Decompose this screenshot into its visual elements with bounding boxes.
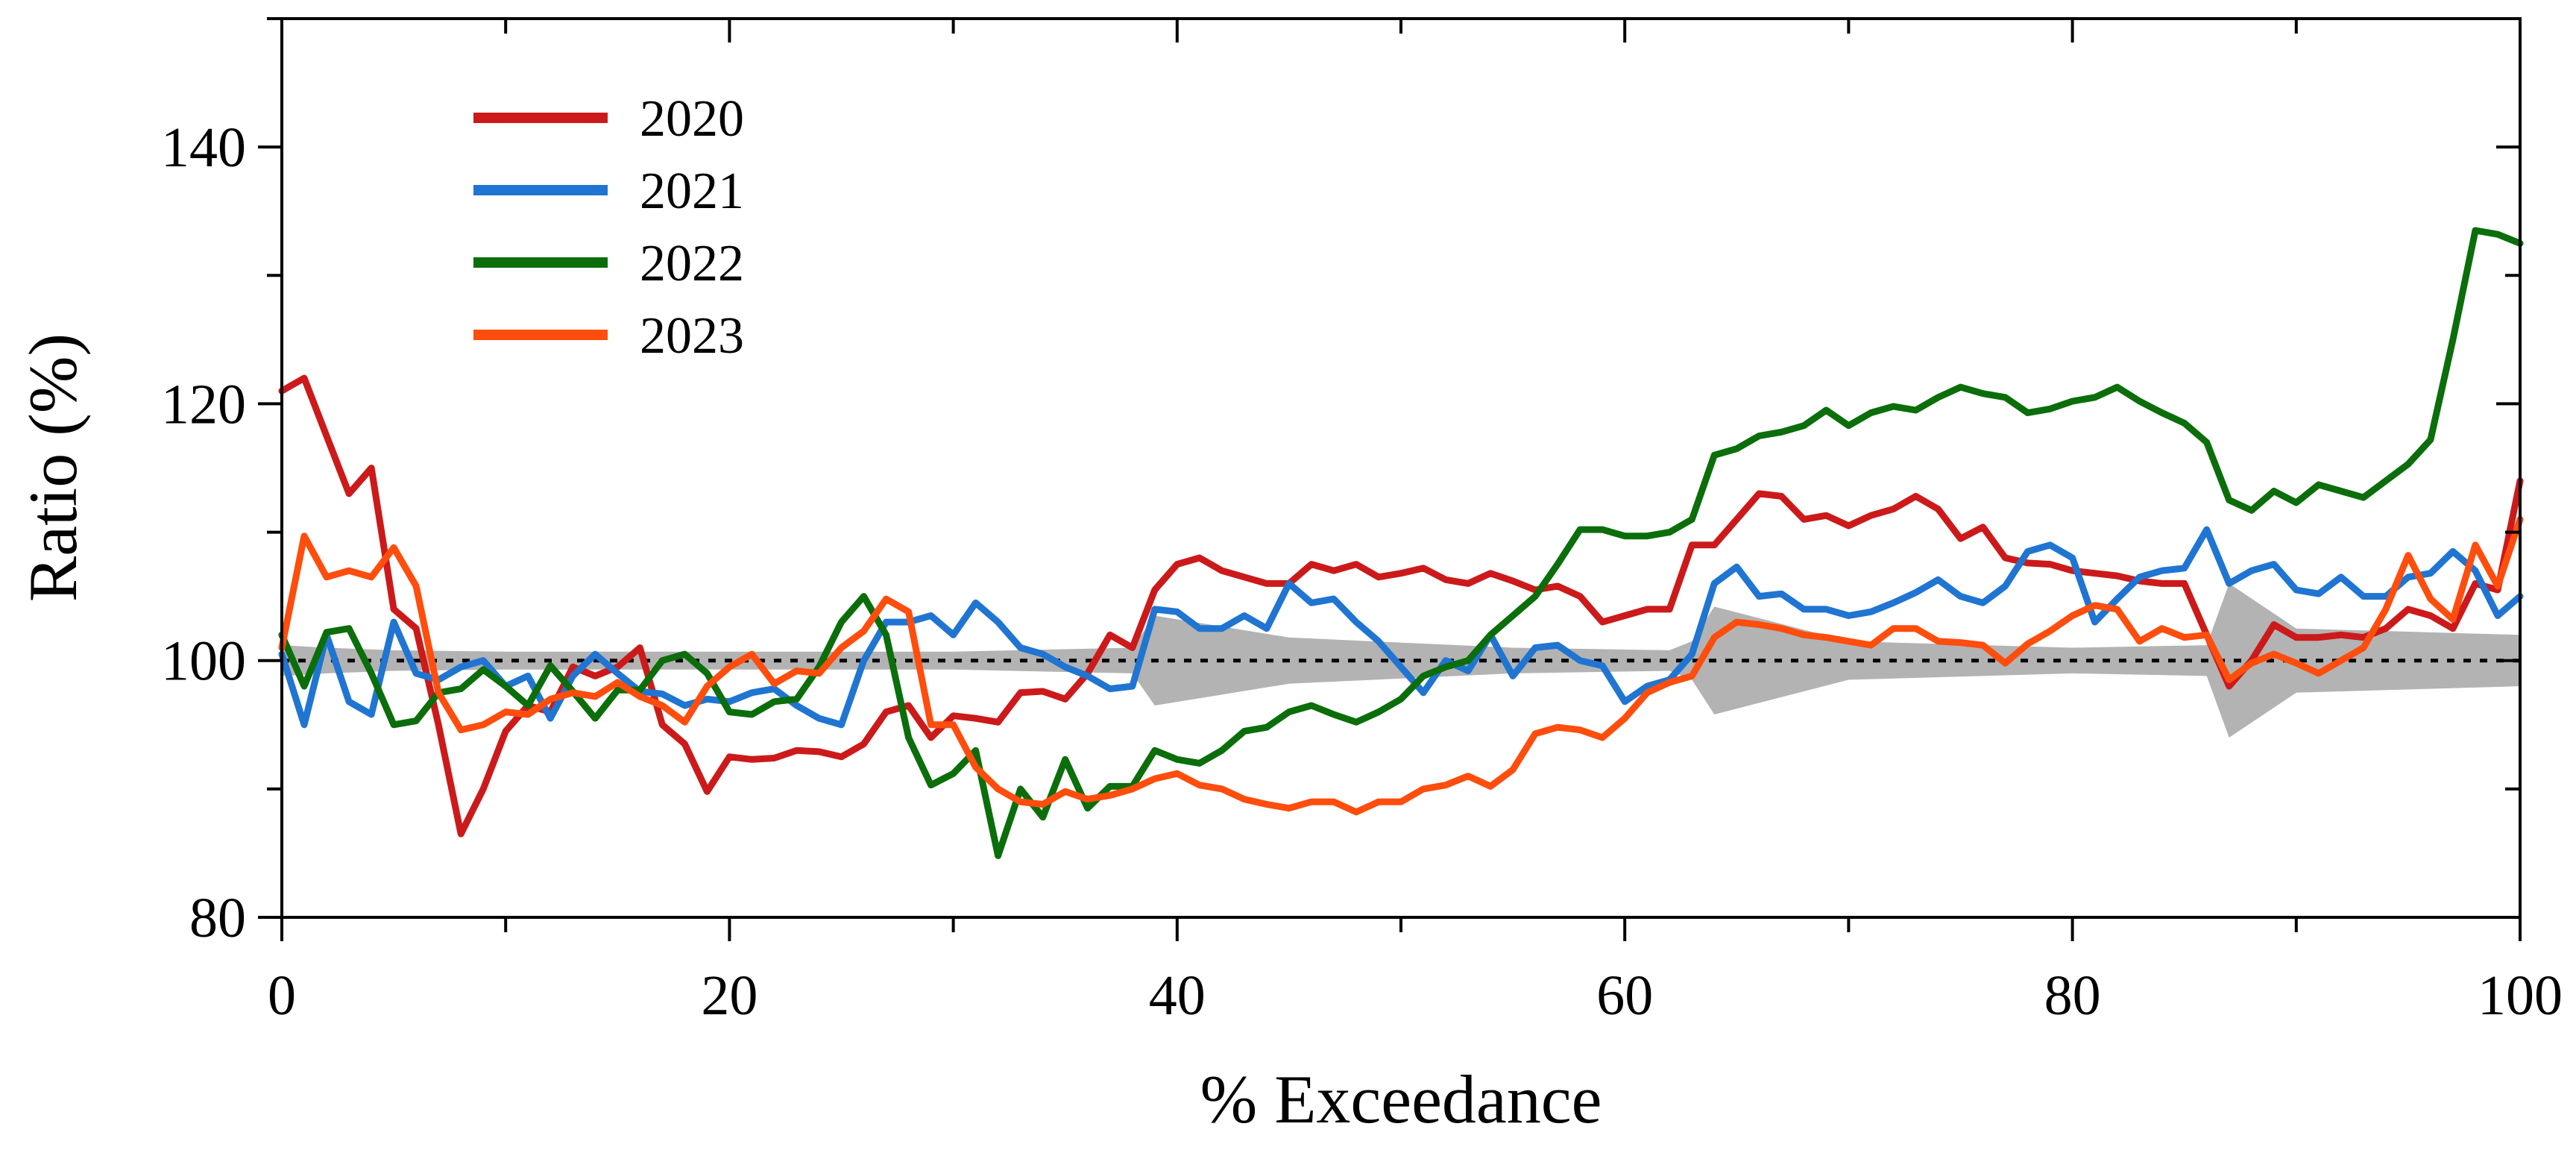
x-tick-label-80: 80 — [2044, 964, 2101, 1027]
series-line-2023 — [278, 515, 2524, 816]
x-tick-label-100: 100 — [2478, 964, 2563, 1027]
x-tick-label-20: 20 — [701, 964, 758, 1027]
series-layer — [278, 227, 2524, 859]
y-axis-ticks: 80 100 120 140 — [161, 17, 2520, 949]
y-tick-label-140: 140 — [161, 116, 246, 179]
legend-label-2023: 2023 — [640, 307, 744, 365]
x-axis-title: % Exceedance — [1200, 1061, 1602, 1137]
y-tick-label-80: 80 — [189, 887, 246, 949]
legend-label-2020: 2020 — [640, 90, 744, 148]
x-axis-ticks: 0 20 40 60 80 100 — [268, 19, 2563, 1027]
y-tick-label-120: 120 — [161, 373, 246, 436]
x-tick-label-0: 0 — [268, 964, 296, 1027]
y-axis-title: Ratio (%) — [15, 333, 91, 602]
x-tick-label-40: 40 — [1149, 964, 1206, 1027]
y-tick-label-100: 100 — [161, 630, 246, 693]
legend-label-2021: 2021 — [640, 163, 744, 220]
x-tick-label-60: 60 — [1596, 964, 1653, 1027]
legend-label-2022: 2022 — [640, 235, 744, 292]
legend: 2020 2021 2022 2023 — [473, 90, 744, 365]
series-line-2021 — [278, 526, 2524, 729]
series-line-2022 — [278, 227, 2524, 859]
